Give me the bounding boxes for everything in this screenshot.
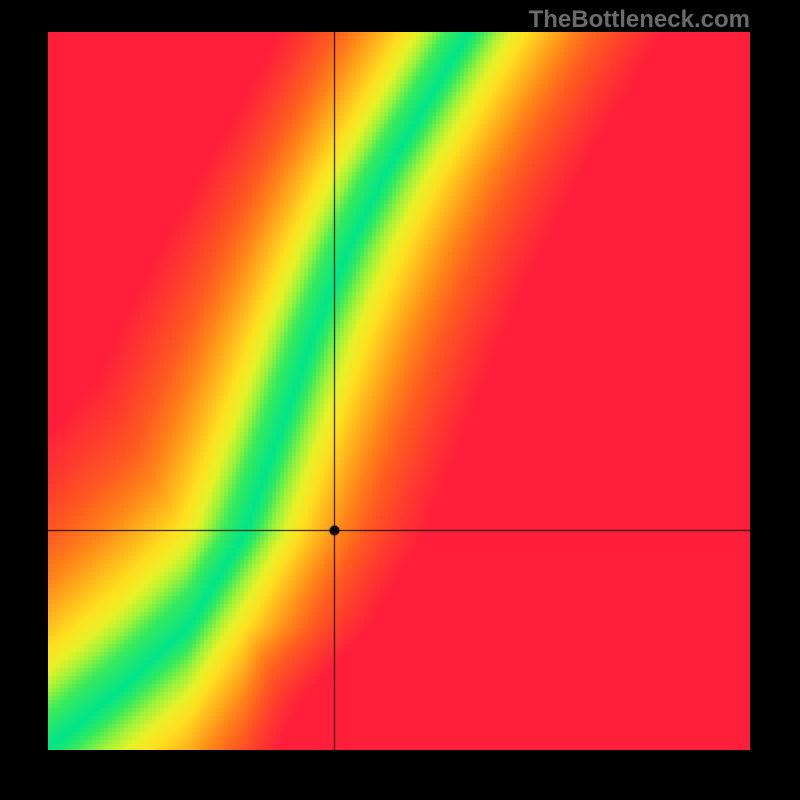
heatmap-canvas [48,32,750,750]
watermark-text: TheBottleneck.com [529,6,750,34]
chart-container: TheBottleneck.com [0,0,800,800]
plot-frame [48,32,750,750]
